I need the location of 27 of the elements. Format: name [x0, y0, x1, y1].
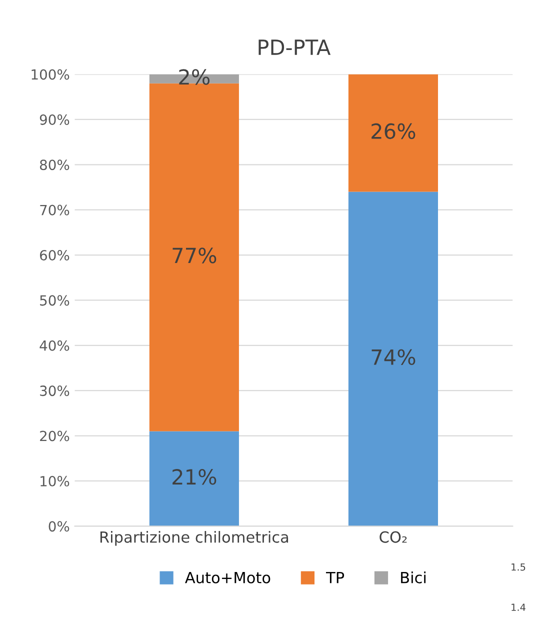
y-tick-label: 70% [40, 204, 70, 216]
data-label: 77% [172, 248, 216, 264]
data-label: 74% [372, 349, 416, 366]
y-tick-label: 100% [32, 69, 70, 80]
bar [348, 192, 438, 526]
text: 1.5 [512, 563, 526, 571]
bar [149, 83, 239, 432]
legend-label: Bici [401, 572, 426, 584]
y-tick-label: 80% [40, 160, 70, 170]
y-tick-label: 10% [40, 476, 70, 486]
y-tick-label: 60% [40, 250, 70, 260]
data-label: 21% [172, 468, 216, 485]
y-tick-label: 50% [40, 295, 70, 306]
x-tick-label: CO₂ [380, 531, 407, 543]
y-tick-label: 30% [40, 386, 70, 396]
y-tick-label: 20% [40, 430, 70, 442]
bar [149, 431, 239, 526]
legend-label: Auto+Moto [185, 572, 270, 584]
data-label: 26% [372, 123, 416, 140]
bar [348, 74, 438, 192]
chart-title: PD-PTA [258, 40, 331, 55]
x-tick-label: Ripartizione chilometrica [100, 531, 288, 546]
y-tick-label: 40% [40, 340, 70, 351]
legend-label: TP [326, 572, 344, 584]
y-tick-label: 90% [40, 114, 70, 125]
y-tick-label: 0% [48, 521, 70, 532]
text: 1.4 [512, 604, 526, 611]
